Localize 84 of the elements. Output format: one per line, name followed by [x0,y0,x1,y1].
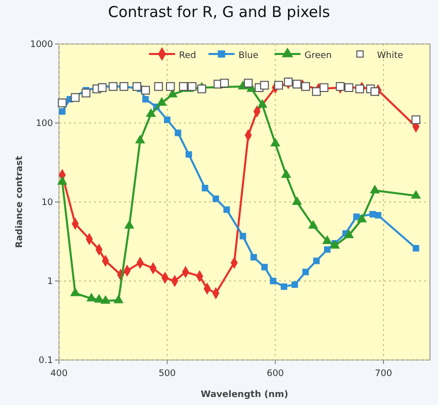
point [322,236,332,244]
point [324,246,330,253]
point [344,83,354,92]
point [202,184,208,192]
point [292,281,298,288]
point [308,220,318,229]
y-axis-title: Radiance contrast [15,155,25,248]
point [370,87,380,96]
point [353,214,360,220]
point [411,190,421,199]
point [142,96,149,102]
y-tick-label: 1000 [30,40,54,50]
point [369,211,376,218]
x-tick-label: 700 [374,369,392,379]
point [292,196,302,205]
point [70,93,80,102]
point [270,138,280,146]
point [100,296,110,304]
legend-label: Green [304,51,332,61]
point [58,176,67,185]
point [82,88,90,98]
point [164,116,170,123]
point [154,82,163,91]
point [261,264,268,270]
point [336,82,345,91]
point [320,83,328,92]
point [302,268,309,276]
point [124,220,134,229]
point [98,83,107,92]
point [58,98,67,108]
y-tick-label: 0.1 [38,356,53,366]
point [250,254,257,260]
point [240,232,246,240]
point [59,108,66,115]
point [412,244,420,252]
point [146,108,156,117]
point [270,278,276,284]
point [312,87,321,96]
point [220,78,229,88]
point [292,80,302,89]
point [157,98,166,106]
point [212,195,220,202]
point [258,99,268,108]
point [70,288,80,296]
point [168,89,178,98]
point [186,151,192,158]
point [179,82,188,91]
point [412,115,420,124]
point [357,214,367,222]
point [313,258,320,264]
legend-label: Red [179,51,196,61]
point [188,82,196,91]
legend-label: White [377,51,404,61]
y-tick-label: 100 [36,119,54,129]
point [284,78,293,86]
point [281,170,291,178]
point [166,82,175,91]
point [223,206,230,213]
chart-title: Contrast for R, G and B pixels [108,3,330,21]
point [344,230,354,238]
point [301,82,310,91]
point [355,84,364,94]
point [260,80,269,90]
point [141,86,150,95]
point [174,130,182,136]
x-tick-label: 500 [158,369,176,379]
point [135,135,145,144]
point [94,294,104,303]
point [274,80,283,90]
y-tick-label: 10 [42,198,54,208]
point [244,78,253,88]
point [108,82,118,91]
x-axis-title: Wavelength (nm) [200,390,288,400]
y-tick-label: 1 [47,277,53,287]
point [370,185,380,194]
x-tick-label: 400 [50,369,68,379]
point [197,84,206,94]
legend-label: Blue [238,51,259,61]
point [280,283,288,290]
point [86,293,96,302]
x-tick-label: 600 [266,369,284,379]
point [114,294,124,304]
point [374,212,382,218]
point [132,82,142,91]
